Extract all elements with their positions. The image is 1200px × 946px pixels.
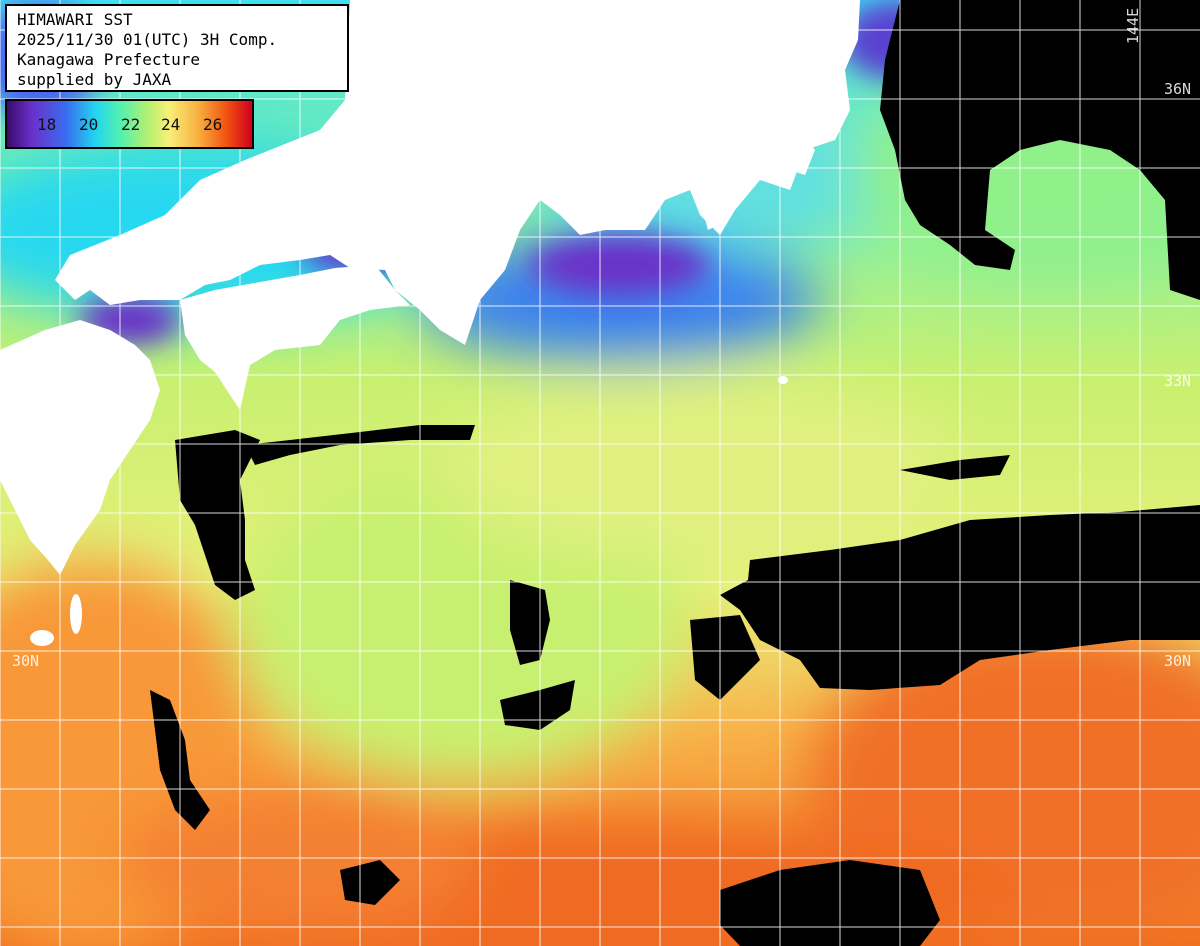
timestamp: 2025/11/30 01(UTC) 3H Comp.	[17, 30, 278, 49]
legend-tick-22: 22	[121, 115, 141, 134]
legend-tick-24: 24	[161, 115, 181, 134]
no-data-south-west	[340, 860, 400, 905]
land-shikoku	[180, 265, 410, 410]
lat-label-30n-left: 30N	[12, 652, 40, 670]
color-scale-legend: 18 20 22 24 26	[5, 99, 254, 149]
legend-tick-20: 20	[79, 115, 99, 134]
credit: supplied by JAXA	[17, 70, 172, 89]
region-name: Kanagawa Prefecture	[17, 50, 201, 69]
land-yakushima	[70, 594, 82, 634]
legend-tick-26: 26	[203, 115, 223, 134]
no-data-band	[245, 425, 475, 465]
no-data-mid	[500, 680, 575, 730]
lat-label-30n-right: 30N	[1164, 652, 1192, 670]
no-data-east-patch	[690, 615, 760, 700]
land-awaji	[390, 230, 415, 262]
no-data-east-mid	[900, 455, 1010, 480]
product-title: HIMAWARI SST	[17, 10, 133, 29]
title-box: HIMAWARI SST 2025/11/30 01(UTC) 3H Comp.…	[5, 4, 349, 92]
land-honshu	[55, 0, 860, 345]
land-boso	[780, 130, 815, 175]
lon-label-136e: 136E	[484, 5, 502, 42]
land-tanegashima	[30, 630, 54, 646]
no-data-south	[720, 860, 940, 946]
no-data-shikoku-south	[175, 430, 260, 600]
legend-tick-18: 18	[37, 115, 57, 134]
lon-label-144e: 144E	[1124, 7, 1142, 44]
lat-label-33n-left: 33N	[12, 372, 40, 390]
lat-label-33n-right: 33N	[1164, 372, 1192, 390]
lat-label-36n: 36N	[1164, 80, 1192, 98]
land-izu	[700, 188, 722, 230]
